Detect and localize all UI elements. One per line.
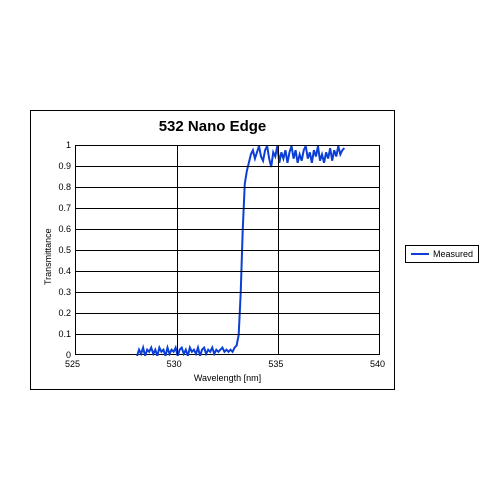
y-tick-label: 0.8	[53, 182, 71, 192]
grid-h	[75, 271, 380, 272]
legend-swatch	[411, 253, 429, 255]
y-tick-label: 0.5	[53, 245, 71, 255]
legend-label: Measured	[433, 249, 473, 259]
data-series-line	[76, 146, 381, 356]
y-tick-label: 0.3	[53, 287, 71, 297]
grid-h	[75, 229, 380, 230]
y-tick-label: 0.4	[53, 266, 71, 276]
x-tick-label: 530	[167, 359, 182, 369]
y-tick-label: 0	[53, 350, 71, 360]
y-tick-label: 0.1	[53, 329, 71, 339]
grid-h	[75, 187, 380, 188]
grid-h	[75, 313, 380, 314]
chart-title: 532 Nano Edge	[30, 118, 395, 135]
grid-h	[75, 166, 380, 167]
chart-container: 532 Nano Edge 525 530 535 540 0 0.1 0.2 0.3 0.4…	[30, 110, 470, 390]
grid-h	[75, 292, 380, 293]
y-tick-label: 1	[53, 140, 71, 150]
legend: Measured	[405, 245, 479, 263]
x-axis-label: Wavelength [nm]	[75, 373, 380, 383]
x-tick-label: 540	[370, 359, 385, 369]
grid-h	[75, 250, 380, 251]
grid-h	[75, 208, 380, 209]
y-tick-label: 0.6	[53, 224, 71, 234]
y-tick-label: 0.9	[53, 161, 71, 171]
measured-line	[137, 146, 344, 356]
x-tick-label: 525	[65, 359, 80, 369]
x-tick-label: 535	[268, 359, 283, 369]
y-axis-label: Transmittance	[43, 228, 53, 285]
y-tick-label: 0.2	[53, 308, 71, 318]
y-tick-label: 0.7	[53, 203, 71, 213]
grid-h	[75, 334, 380, 335]
